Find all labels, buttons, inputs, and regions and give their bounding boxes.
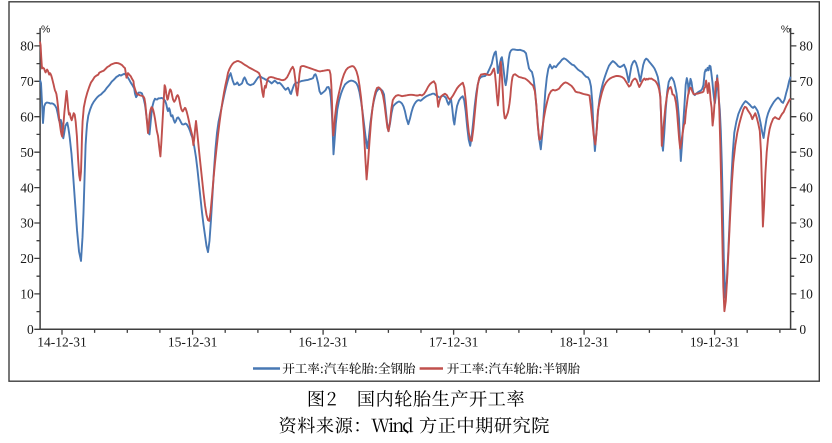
svg-text:30: 30 bbox=[20, 216, 34, 231]
svg-text:16-12-31: 16-12-31 bbox=[298, 335, 348, 350]
svg-text:%: % bbox=[781, 24, 790, 36]
svg-text:19-12-31: 19-12-31 bbox=[690, 335, 740, 350]
svg-text:14-12-31: 14-12-31 bbox=[37, 335, 87, 350]
svg-text:60: 60 bbox=[799, 109, 813, 124]
svg-text:40: 40 bbox=[799, 180, 813, 195]
svg-text:70: 70 bbox=[20, 74, 34, 89]
svg-text:80: 80 bbox=[799, 39, 813, 54]
svg-text:10: 10 bbox=[20, 287, 34, 302]
svg-text:60: 60 bbox=[20, 109, 34, 124]
svg-text:15-12-31: 15-12-31 bbox=[168, 335, 218, 350]
svg-text:0: 0 bbox=[27, 322, 34, 337]
svg-text:30: 30 bbox=[799, 216, 813, 231]
svg-text:40: 40 bbox=[20, 180, 34, 195]
svg-text:20: 20 bbox=[799, 251, 813, 266]
svg-text:10: 10 bbox=[799, 287, 813, 302]
svg-text:%: % bbox=[41, 24, 50, 36]
svg-text:18-12-31: 18-12-31 bbox=[559, 335, 609, 350]
svg-text:70: 70 bbox=[799, 74, 813, 89]
svg-text:50: 50 bbox=[799, 145, 813, 160]
svg-text:20: 20 bbox=[20, 251, 34, 266]
svg-text:50: 50 bbox=[20, 145, 34, 160]
svg-text:17-12-31: 17-12-31 bbox=[429, 335, 479, 350]
svg-text:0: 0 bbox=[799, 322, 806, 337]
svg-text:80: 80 bbox=[20, 39, 34, 54]
